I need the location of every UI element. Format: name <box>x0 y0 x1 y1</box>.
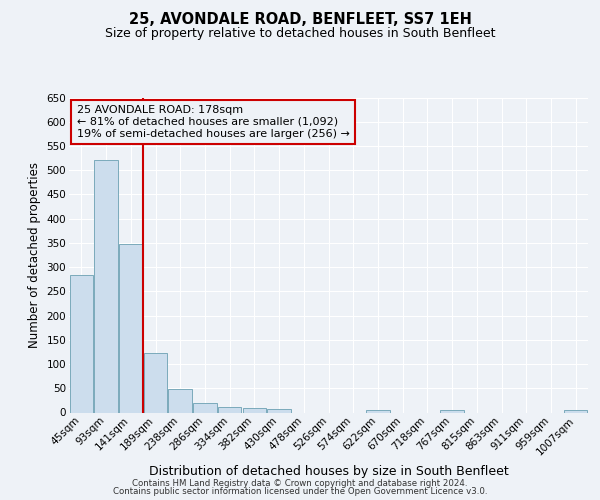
Text: Contains public sector information licensed under the Open Government Licence v3: Contains public sector information licen… <box>113 487 487 496</box>
Y-axis label: Number of detached properties: Number of detached properties <box>28 162 41 348</box>
Bar <box>564 410 587 412</box>
Bar <box>242 408 266 412</box>
Bar <box>366 410 389 412</box>
Bar <box>440 410 464 412</box>
Bar <box>268 408 291 412</box>
Bar <box>193 403 217 412</box>
Bar <box>218 407 241 412</box>
Bar <box>144 354 167 412</box>
Bar <box>70 276 93 412</box>
Text: 25 AVONDALE ROAD: 178sqm
← 81% of detached houses are smaller (1,092)
19% of sem: 25 AVONDALE ROAD: 178sqm ← 81% of detach… <box>77 106 350 138</box>
Text: 25, AVONDALE ROAD, BENFLEET, SS7 1EH: 25, AVONDALE ROAD, BENFLEET, SS7 1EH <box>128 12 472 28</box>
X-axis label: Distribution of detached houses by size in South Benfleet: Distribution of detached houses by size … <box>149 465 508 478</box>
Text: Contains HM Land Registry data © Crown copyright and database right 2024.: Contains HM Land Registry data © Crown c… <box>132 478 468 488</box>
Bar <box>119 244 143 412</box>
Bar <box>94 160 118 412</box>
Bar <box>169 389 192 412</box>
Text: Size of property relative to detached houses in South Benfleet: Size of property relative to detached ho… <box>105 28 495 40</box>
